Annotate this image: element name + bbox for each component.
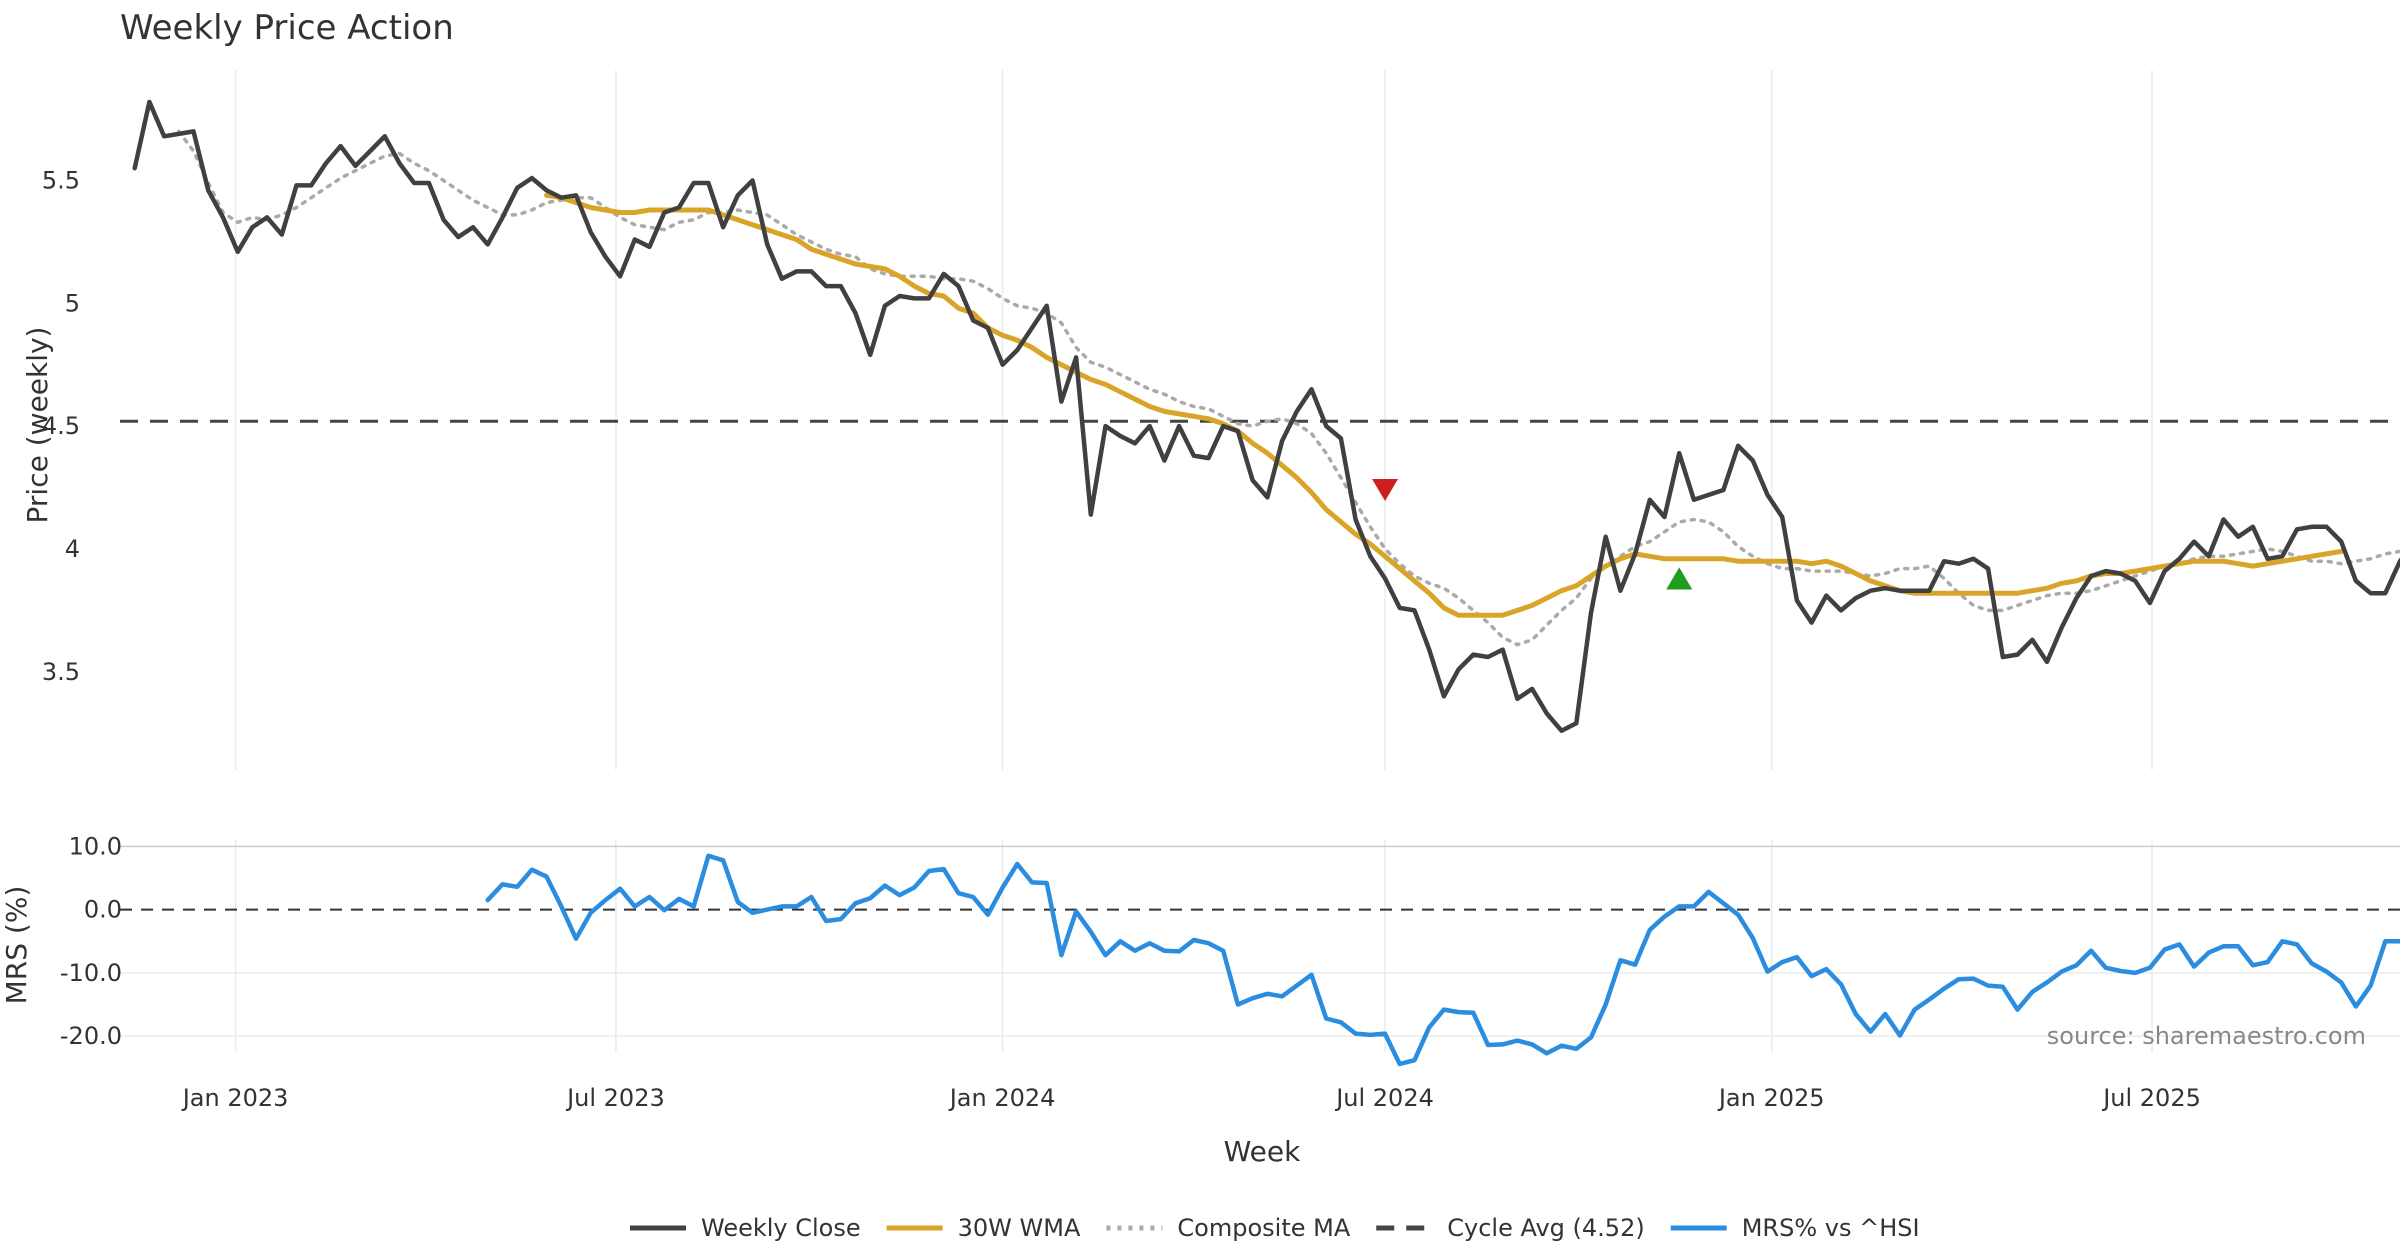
x-ticks: Jan 2023 Jul 2023 Jan 2024 Jul 2024 Jan 2025… [181,1084,2201,1112]
mrs-line [485,853,2400,1067]
price-y-axis-title: Price (weekly) [21,327,54,524]
mrs-y-tick-label: 0.0 [84,896,122,924]
mrs-y-tick-label: -10.0 [60,959,122,987]
x-tick-label: Jan 2025 [1717,1084,1825,1112]
mrs-y-tick-label: 10.0 [69,832,122,860]
legend-label: Composite MA [1177,1214,1350,1242]
buy-signal-marker [1666,567,1693,590]
price-series-group [120,99,2400,733]
legend-label: MRS% vs ^HSI [1742,1214,1920,1242]
x-tick-label: Jul 2025 [2101,1084,2201,1112]
price-y-tick-label: 4 [65,535,80,563]
mrs-y-ticks: 10.0 0.0 -10.0 -20.0 [60,832,122,1050]
x-axis-title: Week [1224,1135,1301,1168]
legend-label: Cycle Avg (4.52) [1447,1214,1644,1242]
price-y-tick-label: 4.5 [42,412,80,440]
x-tick-label: Jul 2023 [565,1084,665,1112]
chart-title: Weekly Price Action [120,8,454,48]
price-y-tick-label: 5 [65,289,80,317]
x-tick-label: Jan 2024 [948,1084,1056,1112]
legend-label: Weekly Close [701,1214,861,1242]
sell-signal-marker [1372,478,1399,502]
composite-ma-line [177,129,2400,647]
price-y-ticks: 3.5 4 4.5 5 5.5 [42,167,80,686]
wma-30w-line [544,192,2344,618]
mrs-series-group [120,853,2400,1067]
price-y-tick-label: 3.5 [42,658,80,686]
mrs-gridlines [120,840,2400,1052]
legend-label: 30W WMA [958,1214,1081,1242]
legend: Weekly Close 30W WMA Composite MA Cycle Avg… [630,1214,1920,1242]
mrs-y-tick-label: -20.0 [60,1022,122,1050]
mrs-y-axis-title: MRS (%) [0,886,33,1005]
x-tick-label: Jul 2024 [1334,1084,1434,1112]
source-text: source: sharemaestro.com [2047,1022,2366,1050]
price-y-tick-label: 5.5 [42,167,80,195]
x-tick-label: Jan 2023 [181,1084,289,1112]
weekly-close-line [132,99,2400,733]
